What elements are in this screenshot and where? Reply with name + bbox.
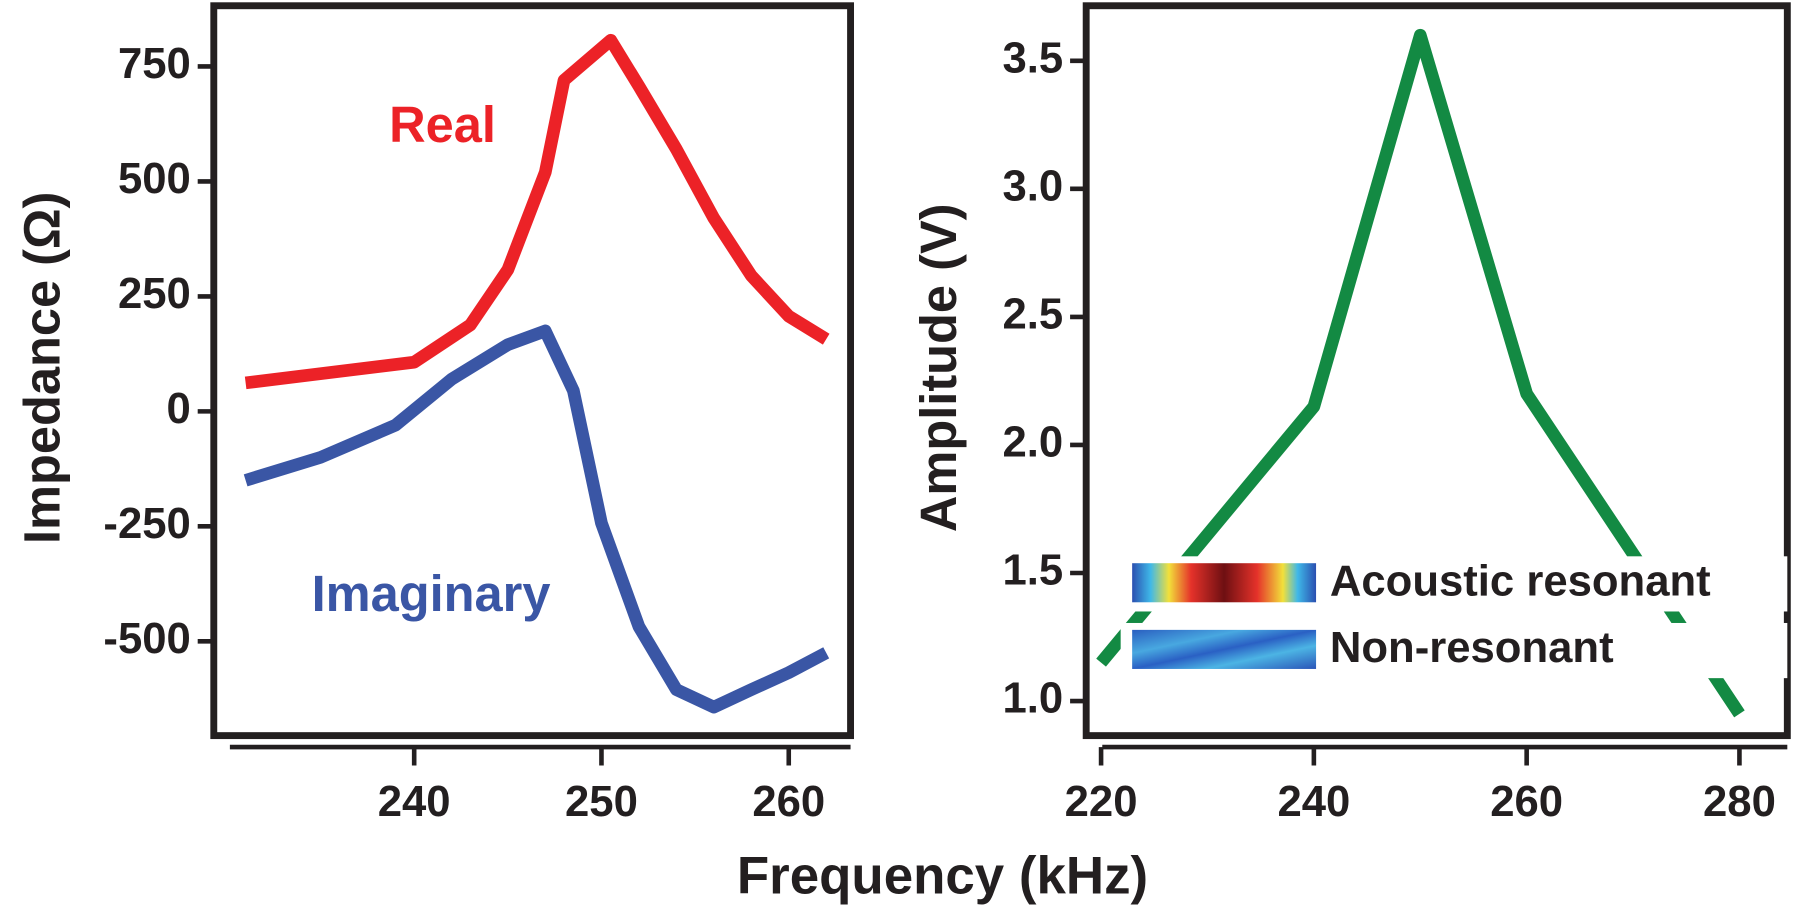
x-tick-label: 260 (1490, 777, 1563, 826)
x-axis-label: Frequency (kHz) (737, 846, 1148, 905)
x-tick-label: 250 (565, 777, 638, 826)
y-tick-label: -500 (103, 614, 190, 663)
plot-frame (1082, 2, 1791, 740)
y-tick-label: 750 (118, 39, 191, 88)
legend-swatch (1132, 629, 1317, 669)
y-tick-label: 0 (167, 384, 191, 433)
legend-swatch (1132, 563, 1317, 603)
x-tick-label: 240 (1277, 777, 1350, 826)
y-tick-label: 3.5 (1002, 33, 1063, 82)
y-tick-label: 1.0 (1002, 674, 1063, 723)
y-tick-label: 1.5 (1002, 546, 1063, 595)
y-axis-label: Impedance (Ω) (13, 192, 70, 544)
x-tick-label: 280 (1703, 777, 1776, 826)
series-label: Real (389, 96, 496, 153)
data-line (1096, 28, 1745, 718)
x-tick-label: 220 (1065, 777, 1138, 826)
x-tick-label: 260 (752, 777, 825, 826)
series-label: Imaginary (312, 565, 551, 622)
legend-label: Non-resonant (1330, 623, 1614, 672)
y-tick-label: 500 (118, 154, 191, 203)
y-tick-label: 2.0 (1002, 417, 1063, 466)
x-tick-label: 240 (378, 777, 451, 826)
data-line (243, 324, 830, 714)
plot-frame (210, 2, 855, 740)
data-line (244, 33, 830, 390)
y-tick-label: 3.0 (1002, 161, 1063, 210)
y-tick-label: -250 (103, 499, 190, 548)
plot-area: Frequency (kHz) Real Imaginary 750 500 250 0 -… (13, 2, 1791, 905)
legend-label: Acoustic resonant (1330, 556, 1711, 605)
y-tick-label: 2.5 (1002, 289, 1063, 338)
y-axis-label: Amplitude (V) (910, 203, 967, 532)
y-tick-label: 250 (118, 269, 191, 318)
